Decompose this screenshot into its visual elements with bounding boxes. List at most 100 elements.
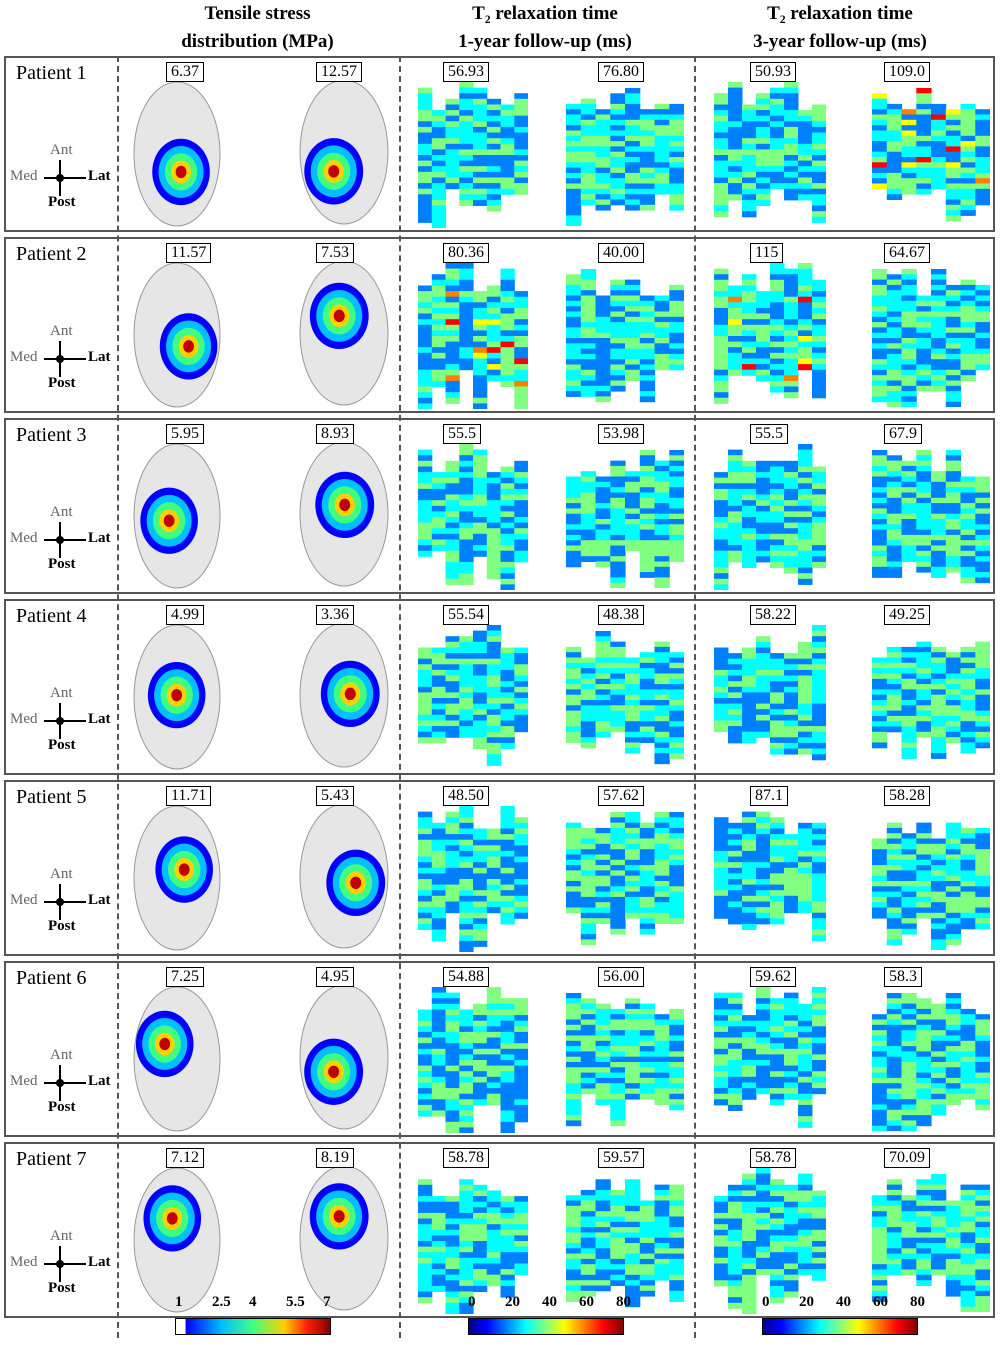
heatmap-cell [669,710,684,717]
heatmap-cell [566,668,582,674]
heatmap-cell [625,1051,641,1058]
heatmap-cell [901,385,917,392]
heatmap-cell [445,533,460,540]
heatmap-cell [580,556,597,562]
heatmap-cell [784,703,799,710]
heatmap-cell [798,907,813,914]
heatmap-cell [756,149,771,156]
heatmap-cell [798,1224,813,1231]
heatmap-cell [916,88,932,94]
heatmap-cell [901,476,917,483]
heatmap-cell [812,1218,826,1225]
heatmap-cell [639,1062,656,1068]
heatmap-cell [756,1218,771,1225]
heatmap-cell [945,705,962,712]
heatmap-cell [975,1290,990,1297]
heatmap-cell [445,1003,460,1010]
heatmap-cell [916,657,932,664]
heatmap-cell [886,1099,903,1105]
heatmap-cell [486,895,502,902]
heatmap-cell [566,689,582,696]
heatmap-cell [886,380,903,387]
heatmap-cell [580,689,597,696]
heatmap-cell [418,132,433,139]
heatmap-cell [756,302,771,309]
heatmap-cell [500,703,515,710]
heatmap-cell [639,662,656,669]
heatmap-cell [742,1274,757,1281]
heatmap-cell [945,295,962,302]
heatmap-cell [728,1218,743,1225]
heatmap-cell [431,828,447,835]
max-value-box: 5.43 [316,786,354,806]
heatmap-cell [901,721,917,727]
heatmap-cell [459,296,474,303]
heatmap-cell [931,141,947,147]
heatmap-cell [445,811,460,818]
heatmap-cell [431,1212,447,1219]
heatmap-cell [728,1076,743,1083]
heatmap-cell [872,300,888,307]
heatmap-cell [639,1216,656,1223]
heatmap-cell [418,1179,433,1186]
heatmap-cell [901,109,917,115]
heatmap-cell [566,550,582,557]
heatmap-cell [431,709,447,716]
heatmap-cell [610,928,626,935]
heatmap-cell [798,1207,813,1214]
heatmap-cell [975,1227,990,1233]
heatmap-cell [886,471,903,477]
heatmap-cell [486,1224,502,1231]
heatmap-cell [445,1274,460,1281]
heatmap-cell [798,567,813,574]
heatmap-cell [960,188,976,195]
heatmap-cell [566,827,582,834]
heatmap-cell [654,151,670,158]
heatmap-cell [595,322,611,328]
heatmap-cell [901,311,917,318]
heatmap-cell [872,545,888,552]
heatmap-cell [975,167,990,174]
heatmap-cell [566,1072,582,1079]
heatmap-cell [566,705,582,712]
heatmap-cell [960,721,976,727]
heatmap-cell [812,358,826,365]
heatmap-cell [610,556,626,562]
heatmap-cell [714,115,729,122]
heatmap-cell [459,528,474,535]
heatmap-cell [770,1037,785,1044]
heatmap-cell [960,503,976,509]
heatmap-cell [595,1269,611,1276]
heatmap-cell [431,653,447,660]
heatmap-cell [960,162,976,169]
heatmap-cell [566,1067,582,1074]
heatmap-cell [742,664,757,671]
heatmap-cell [654,870,670,877]
heatmap-cell [784,1246,799,1253]
heatmap-cell [945,902,962,908]
heatmap-cell [872,130,888,137]
heatmap-cell [812,505,826,512]
heatmap-cell [770,330,785,337]
heatmap-cell [728,992,743,999]
heatmap-cell [714,692,729,699]
heatmap-cell [931,130,947,137]
heatmap-cell [669,896,684,903]
heatmap-cell [500,709,515,716]
heatmap-cell [728,1229,743,1236]
heatmap-cell [445,285,460,292]
heatmap-cell [886,524,903,531]
heatmap-cell [418,1104,433,1111]
heatmap-cell [473,545,488,552]
heatmap-cell [654,705,670,712]
heatmap-cell [770,522,785,529]
heatmap-cell [486,625,502,632]
max-value-box: 64.67 [884,243,930,263]
heatmap-cell [770,1071,785,1078]
heatmap-cell [654,689,670,696]
heatmap-cell [500,177,515,184]
heatmap-cell [798,1121,813,1128]
heatmap-cell [500,584,515,590]
heatmap-cell [459,336,474,343]
heatmap-cell [625,817,641,824]
